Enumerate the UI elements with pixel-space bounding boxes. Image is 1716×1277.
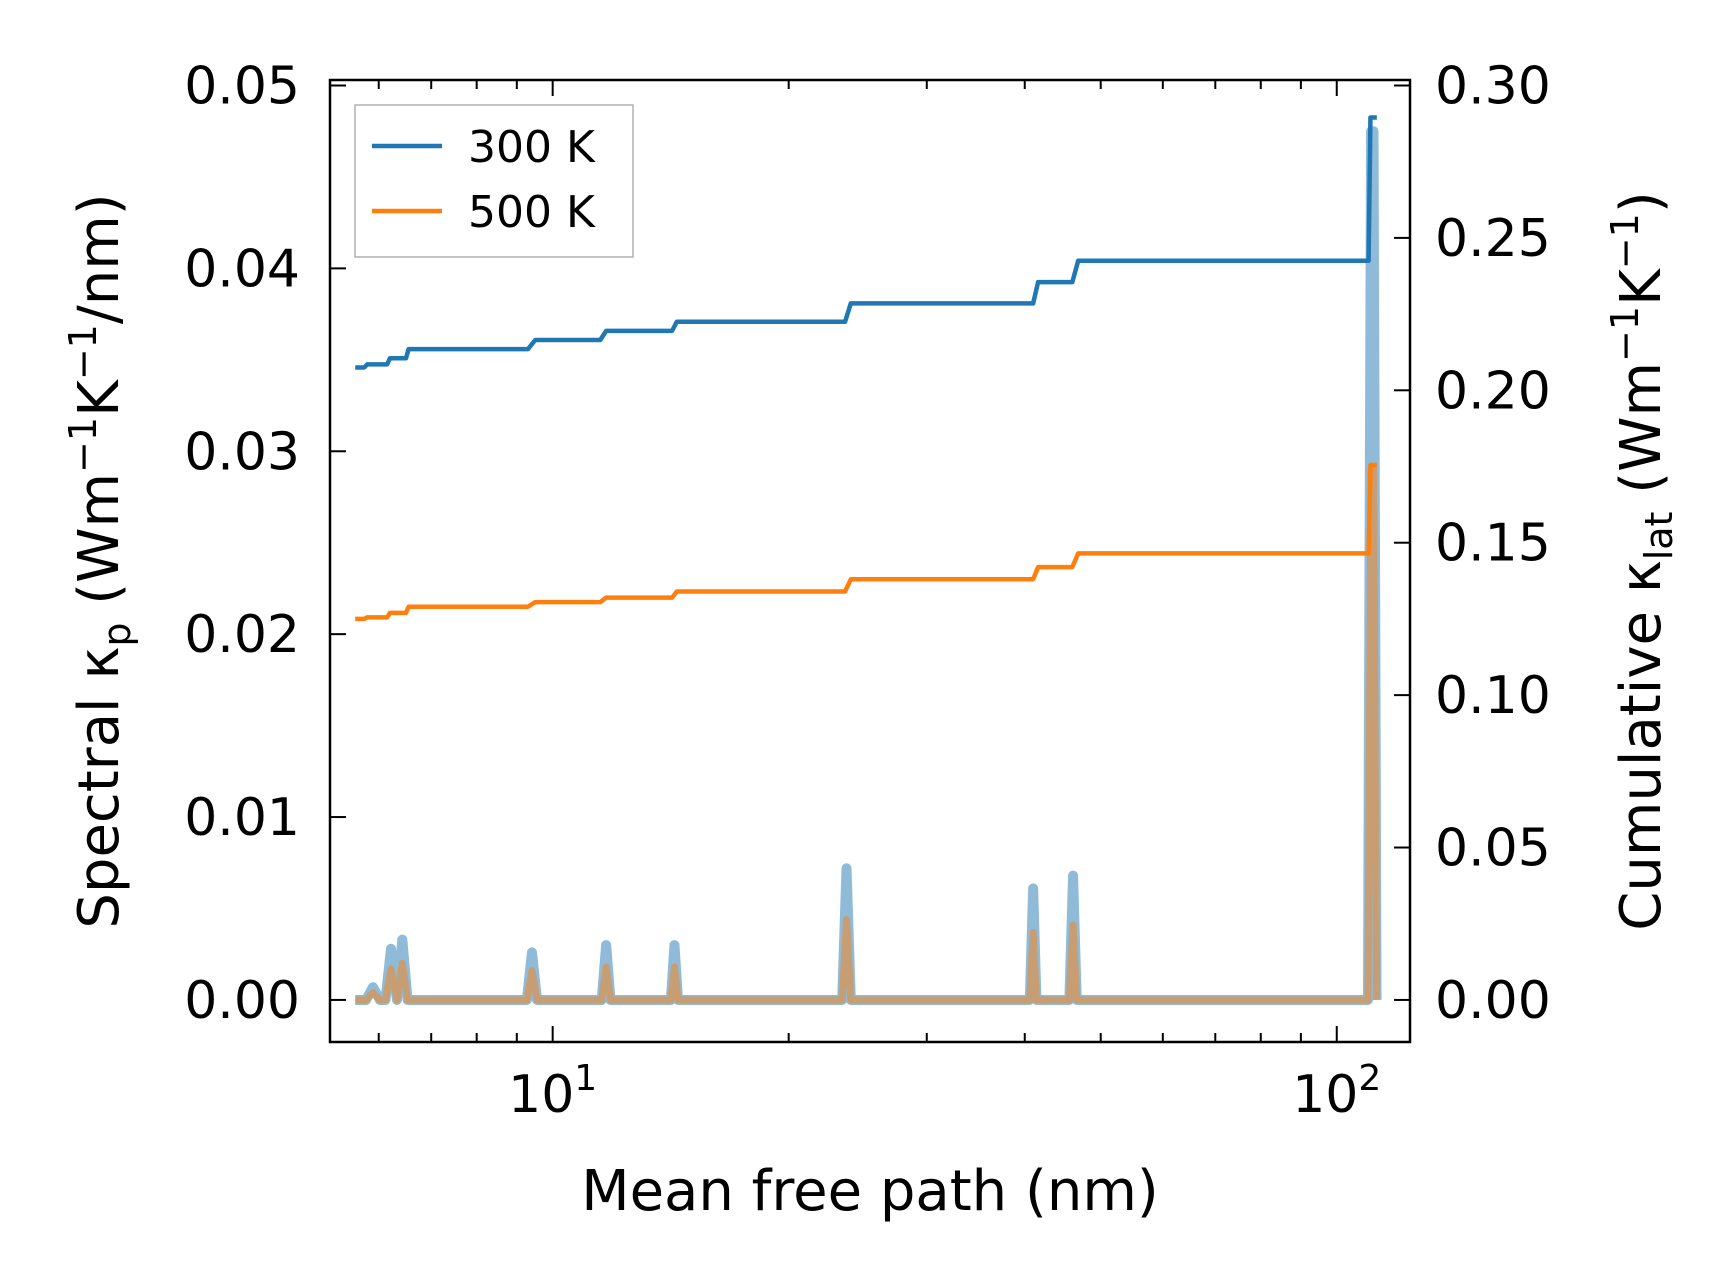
y-right-tick-label-0.25: 0.25 (1435, 209, 1551, 269)
y-left-label-units-close: /nm) (67, 193, 132, 324)
y-left-tick-label-0.04: 0.04 (184, 239, 300, 299)
y-left-tick-labels: 0.00 0.01 0.02 0.03 0.04 0.05 (184, 56, 300, 1030)
x-ticks (377, 80, 1338, 1042)
spectral-lines (355, 126, 1382, 1005)
y-left-label-sup1: −1 (61, 417, 105, 473)
y-left-label-main: Spectral κ (67, 647, 132, 929)
axes-frame (328, 78, 1412, 1044)
y-right-tick-labels: 0.00 0.05 0.10 0.15 0.20 0.25 0.30 (1435, 56, 1551, 1030)
y-left-tick-label-0.02: 0.02 (184, 605, 300, 665)
y-left-tick-label-0.05: 0.05 (184, 56, 300, 116)
y-right-axis-label: Cumulative κlat (Wm−1K−1) (1603, 191, 1681, 930)
legend-label-500k: 500 K (468, 187, 596, 238)
y-left-tick-label-0.00: 0.00 (184, 971, 300, 1031)
y-right-label-sub: lat (1637, 512, 1681, 561)
y-right-label-main: Cumulative κ (1609, 560, 1674, 930)
y-right-ticks (1394, 84, 1410, 1001)
cumulative-line-500k (355, 462, 1377, 622)
x-tick-label-10: 101 (508, 1058, 597, 1125)
cumulative-lines (355, 115, 1377, 622)
y-left-label-mid: K (67, 379, 132, 417)
x-tick-labels: 101 102 (508, 1058, 1381, 1125)
y-right-tick-label-0.10: 0.10 (1435, 666, 1551, 726)
y-left-axis-label: Spectral κp (Wm−1K−1/nm) (61, 193, 139, 928)
y-left-label-units-open: (Wm (67, 473, 132, 623)
y-right-label-units-open: (Wm (1609, 362, 1674, 512)
y-right-axis-label-text: Cumulative κlat (Wm−1K−1) (1603, 191, 1681, 930)
cumulative-line-300k (355, 115, 1377, 370)
y-left-label-sup2: −1 (61, 324, 105, 380)
legend: 300 K 500 K (354, 104, 634, 258)
x-tick-label-100: 102 (1292, 1058, 1381, 1125)
y-left-axis-label-text: Spectral κp (Wm−1K−1/nm) (61, 193, 139, 928)
y-right-label-mid: K (1609, 268, 1674, 306)
y-right-tick-label-0.00: 0.00 (1435, 971, 1551, 1031)
legend-frame (354, 104, 634, 258)
x-axis-label: Mean free path (nm) (581, 1159, 1158, 1224)
y-right-label-sup2: −1 (1603, 213, 1647, 269)
y-right-tick-label-0.30: 0.30 (1435, 56, 1551, 116)
y-left-label-sub: p (95, 623, 139, 647)
y-right-tick-label-0.15: 0.15 (1435, 514, 1551, 574)
y-right-tick-label-0.20: 0.20 (1435, 361, 1551, 421)
y-left-tick-label-0.01: 0.01 (184, 788, 300, 848)
legend-label-300k: 300 K (468, 122, 596, 173)
y-right-label-units-close: ) (1609, 191, 1674, 213)
plot-area (355, 115, 1382, 1005)
spectral-line-500k (355, 466, 1381, 1004)
y-right-label-sup1: −1 (1603, 306, 1647, 362)
y-left-ticks (330, 84, 346, 1001)
y-right-tick-label-0.05: 0.05 (1435, 819, 1551, 879)
y-left-tick-label-0.03: 0.03 (184, 422, 300, 482)
